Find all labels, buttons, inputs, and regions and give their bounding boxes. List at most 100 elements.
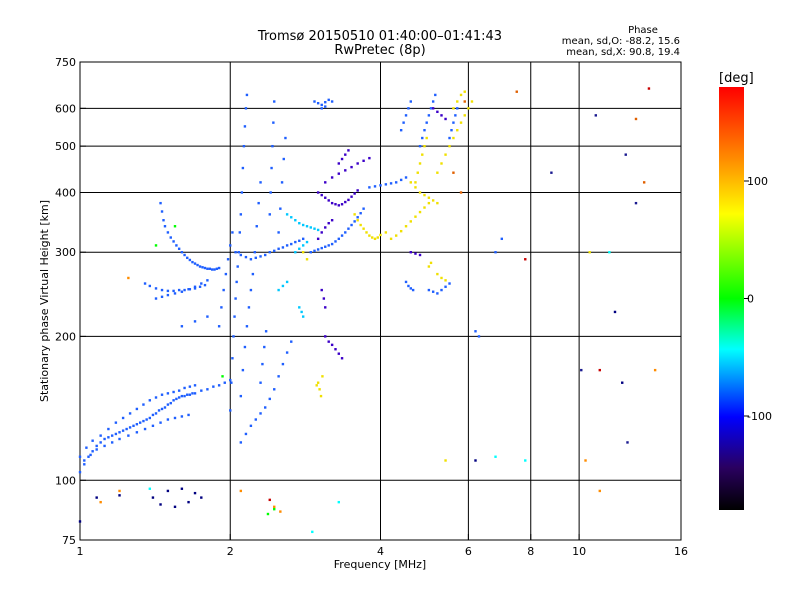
- data-point: [244, 255, 248, 259]
- plot-area: 1 2 4 6 8 10 16 75 100 200 300 400 500 600 750: [55, 56, 688, 558]
- x-tick-label: 8: [527, 545, 534, 558]
- data-point: [448, 282, 451, 285]
- data-point: [305, 225, 309, 228]
- colorbar: [deg] 100 0 -100: [719, 71, 772, 510]
- data-point: [132, 424, 135, 428]
- data-point: [418, 253, 422, 257]
- data-point: [173, 292, 177, 295]
- data-point: [423, 206, 426, 209]
- data-point: [280, 181, 284, 184]
- data-point: [268, 213, 271, 216]
- data-point: [273, 507, 276, 511]
- data-point: [118, 489, 121, 493]
- data-point: [223, 381, 226, 384]
- data-point: [233, 315, 236, 318]
- data-point: [459, 121, 463, 124]
- data-point: [389, 237, 393, 241]
- data-point: [148, 487, 152, 490]
- x-tick-label: 4: [377, 545, 384, 558]
- data-point: [414, 186, 417, 189]
- data-point: [334, 348, 337, 351]
- data-point: [251, 272, 255, 276]
- data-point: [463, 90, 466, 93]
- data-point: [177, 247, 181, 250]
- data-point: [264, 330, 268, 333]
- data-point: [324, 100, 327, 104]
- data-point: [235, 280, 238, 284]
- data-point: [436, 171, 439, 174]
- data-point: [337, 204, 341, 207]
- x-tick-label: 16: [674, 545, 688, 558]
- colorbar-tick-label: -100: [747, 410, 772, 423]
- data-point: [285, 280, 289, 284]
- data-point: [414, 181, 417, 184]
- data-point: [347, 227, 350, 230]
- data-point: [128, 412, 132, 415]
- y-axis-label: Stationary phase Virtual Height [km]: [38, 200, 51, 402]
- data-point: [399, 128, 403, 132]
- data-point: [301, 244, 305, 247]
- data-point: [404, 280, 408, 284]
- data-point: [229, 409, 232, 412]
- data-point: [474, 459, 477, 462]
- data-point: [608, 251, 611, 254]
- data-point: [344, 169, 347, 172]
- data-point: [324, 335, 327, 338]
- data-point: [226, 258, 230, 261]
- data-point: [154, 244, 158, 247]
- data-point: [91, 439, 94, 442]
- data-point: [340, 234, 344, 237]
- data-point: [440, 276, 443, 280]
- data-point: [264, 406, 267, 409]
- data-point: [255, 225, 258, 228]
- data-point: [409, 251, 412, 254]
- data-point: [356, 189, 359, 192]
- data-point: [500, 237, 504, 241]
- data-point: [279, 510, 282, 513]
- data-point: [95, 496, 98, 499]
- data-point: [418, 162, 422, 165]
- data-point: [324, 181, 327, 184]
- data-point: [270, 166, 273, 170]
- data-point: [234, 251, 237, 254]
- data-point: [177, 389, 181, 392]
- data-point: [259, 181, 262, 184]
- data-point: [414, 215, 417, 218]
- data-point: [594, 114, 598, 117]
- data-point: [206, 315, 209, 318]
- data-point: [142, 419, 145, 423]
- data-point: [423, 144, 426, 148]
- data-point: [160, 407, 164, 411]
- data-point: [114, 432, 118, 436]
- data-point: [330, 201, 334, 205]
- data-point: [384, 231, 388, 234]
- data-point: [452, 121, 455, 124]
- data-point: [200, 496, 203, 499]
- data-point: [436, 292, 439, 295]
- data-point: [200, 282, 203, 285]
- data-point: [154, 287, 158, 290]
- data-point: [249, 424, 253, 428]
- data-point: [151, 424, 155, 428]
- data-point: [298, 222, 301, 225]
- data-point: [159, 421, 162, 424]
- data-point: [160, 210, 164, 213]
- data-point: [362, 227, 365, 230]
- data-point: [389, 182, 393, 185]
- data-point: [154, 396, 158, 399]
- data-point: [166, 418, 170, 421]
- data-point: [394, 181, 398, 184]
- colorbar-tick-label: 100: [747, 175, 768, 188]
- data-point: [598, 489, 601, 493]
- data-point: [337, 237, 341, 241]
- data-point: [187, 413, 190, 417]
- y-tick-label: 500: [55, 140, 76, 153]
- data-point: [224, 272, 228, 276]
- data-point: [301, 251, 305, 254]
- data-point: [208, 267, 212, 270]
- data-point: [118, 437, 121, 441]
- data-point: [148, 284, 152, 288]
- data-point: [244, 432, 248, 436]
- data-point: [444, 117, 447, 121]
- data-point: [423, 128, 426, 132]
